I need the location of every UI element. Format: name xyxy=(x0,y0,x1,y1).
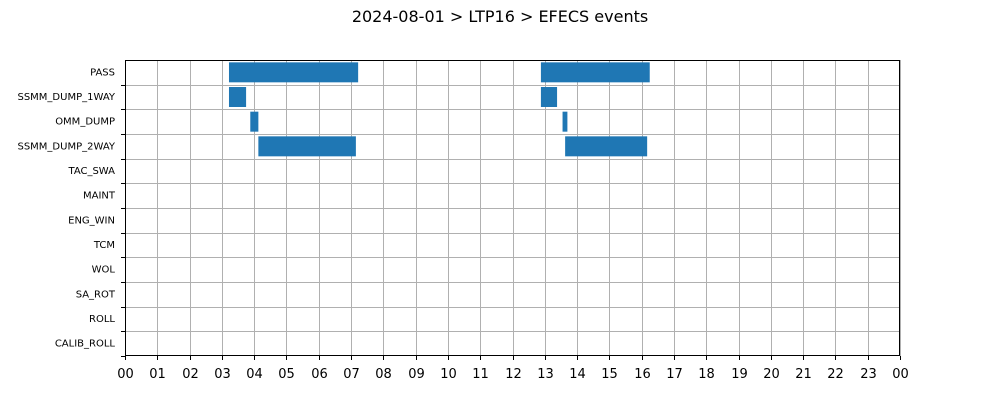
event-bar xyxy=(250,111,259,132)
x-tick-label: 17 xyxy=(666,367,683,382)
bars-layer xyxy=(228,62,650,157)
x-tick-label: 18 xyxy=(698,367,715,382)
y-tick-label: ROLL xyxy=(89,314,115,325)
y-tick-label: CALIB_ROLL xyxy=(55,339,116,350)
y-tick-label: SSMM_DUMP_2WAY xyxy=(17,141,115,152)
x-tick-label: 08 xyxy=(375,367,392,382)
x-axis: 00 01 02 03 04 05 06 07 08 09 10 11 12 13 14 15 16 17 18 19… xyxy=(117,356,909,382)
x-tick-label: 12 xyxy=(505,367,522,382)
y-tick-label: SSMM_DUMP_1WAY xyxy=(17,92,115,103)
event-bar xyxy=(562,111,568,132)
x-tick-label: 14 xyxy=(569,367,586,382)
x-tick-label: 01 xyxy=(149,367,166,382)
x-tick-label: 19 xyxy=(731,367,748,382)
x-tick-label: 02 xyxy=(182,367,199,382)
plot-frame xyxy=(125,60,900,356)
y-tick-label: MAINT xyxy=(83,191,116,202)
event-bar xyxy=(228,87,247,107)
y-tick-label: SA_ROT xyxy=(76,289,116,300)
x-tick-label: 23 xyxy=(860,367,877,382)
event-bar xyxy=(540,62,650,83)
y-tick-label: OMM_DUMP xyxy=(55,117,115,128)
event-bar xyxy=(228,62,359,83)
y-tick-label: WOL xyxy=(92,265,116,276)
y-axis: PASS SSMM_DUMP_1WAY OMM_DUMP SSMM_DUMP_2WAY… xyxy=(17,67,125,357)
x-tick-label: 04 xyxy=(246,367,263,382)
y-tick-label: TAC_SWA xyxy=(67,166,115,177)
grid-layer xyxy=(125,60,901,356)
x-tick-label: 09 xyxy=(408,367,425,382)
y-tick-label: TCM xyxy=(93,240,115,251)
x-tick-label: 06 xyxy=(311,367,328,382)
y-tick-label: PASS xyxy=(90,67,115,78)
x-tick-label: 21 xyxy=(795,367,812,382)
x-tick-label: 00 xyxy=(117,367,134,382)
y-tick-label: ENG_WIN xyxy=(68,215,115,226)
x-tick-label: 00 xyxy=(892,367,909,382)
x-tick-label: 07 xyxy=(343,367,360,382)
event-bar xyxy=(565,136,648,157)
x-tick-label: 03 xyxy=(214,367,231,382)
x-tick-label: 16 xyxy=(634,367,651,382)
x-tick-label: 11 xyxy=(472,367,489,382)
x-tick-label: 22 xyxy=(827,367,844,382)
x-tick-label: 05 xyxy=(278,367,295,382)
event-bar xyxy=(258,136,356,157)
x-tick-label: 10 xyxy=(440,367,457,382)
x-tick-label: 15 xyxy=(601,367,618,382)
chart-title: 2024-08-01 > LTP16 > EFECS events xyxy=(352,7,648,26)
x-tick-label: 20 xyxy=(763,367,780,382)
event-bar xyxy=(540,87,558,107)
x-tick-label: 13 xyxy=(537,367,554,382)
